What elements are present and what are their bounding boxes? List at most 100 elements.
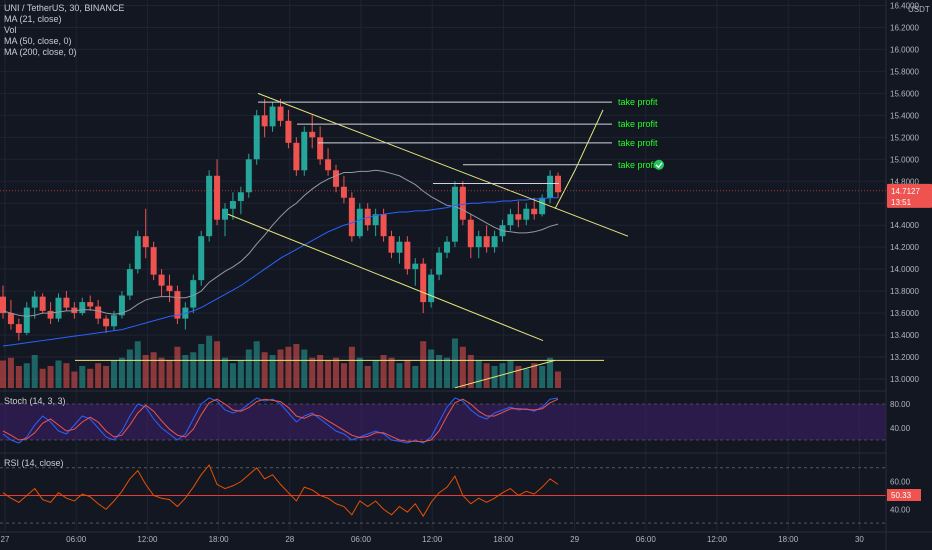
rsi-last-tag <box>887 488 921 501</box>
candle-body <box>111 315 117 327</box>
time-tick-label: 18:00 <box>778 535 799 544</box>
time-tick-label: 12:00 <box>137 535 158 544</box>
volume-bar <box>237 360 244 388</box>
candle-body <box>166 285 173 292</box>
volume-bar <box>396 363 403 388</box>
candle-body <box>87 302 94 307</box>
candle-body <box>269 106 276 127</box>
volume-bar <box>380 355 387 388</box>
volume-bar <box>317 355 324 388</box>
chart-legend[interactable]: UNI / TetherUS, 30, BINANCE MA (21, clos… <box>4 3 124 58</box>
candle-body <box>515 214 522 220</box>
countdown-value: 13:51 <box>891 198 912 207</box>
volume-bar <box>539 366 546 388</box>
candle-body <box>475 236 482 248</box>
volume-bar <box>15 366 22 388</box>
candle-body <box>23 307 30 333</box>
volume-bar <box>285 346 292 388</box>
legend-symbol[interactable]: UNI / TetherUS, 30, BINANCE <box>4 3 125 13</box>
legend-ma21[interactable]: MA (21, close) <box>4 14 62 24</box>
annotations[interactable]: take profit take profit take profit take pr… <box>75 92 664 389</box>
rsi-pane[interactable] <box>0 464 886 524</box>
take-profit-label: take profit <box>618 119 658 129</box>
volume-bar <box>198 344 205 388</box>
candle-body <box>63 297 70 308</box>
candle-body <box>126 269 133 296</box>
candle-body <box>372 214 379 226</box>
candle-body <box>523 208 530 220</box>
volume-bar <box>325 360 332 388</box>
candle-body <box>325 159 332 171</box>
time-tick-label: 06:00 <box>636 535 657 544</box>
price-tick-label: 15.2000 <box>890 133 919 142</box>
volume-bar <box>404 360 411 388</box>
volume-bar <box>182 355 189 388</box>
candle-body <box>436 252 443 275</box>
volume-bar <box>7 357 14 388</box>
candle-body <box>531 208 538 215</box>
rsi-label[interactable]: RSI (14, close) <box>4 458 64 468</box>
price-tick-label: 13.4000 <box>890 331 919 340</box>
stoch-label[interactable]: Stoch (14, 3, 3) <box>4 396 66 406</box>
volume-bar <box>412 366 419 388</box>
candle-body <box>420 263 427 303</box>
legend-ma50[interactable]: MA (50, close, 0) <box>4 36 72 46</box>
rsi-tick-label: 40.00 <box>890 505 911 514</box>
time-tick-label: 29 <box>570 535 579 544</box>
legend-ma200[interactable]: MA (200, close, 0) <box>4 47 77 57</box>
candle-body <box>245 159 252 193</box>
candle-body <box>118 295 125 316</box>
candle-body <box>253 115 260 160</box>
volume-bar <box>222 357 228 388</box>
time-tick-label: 12:00 <box>422 535 443 544</box>
candle-body <box>190 280 197 308</box>
candle-body <box>150 247 157 275</box>
candle-body <box>467 219 474 248</box>
volume-trend-line <box>454 359 556 389</box>
volume-bars <box>0 335 561 388</box>
volume-bar <box>71 371 78 388</box>
candle-body <box>309 131 316 138</box>
candle-body <box>229 201 236 209</box>
volume-bar <box>111 360 117 388</box>
candle-body <box>261 115 268 127</box>
price-tick-label: 16.0000 <box>890 45 919 54</box>
candle-body <box>404 241 411 270</box>
price-tick-label: 15.4000 <box>890 111 919 120</box>
candle-body <box>214 175 221 220</box>
stoch-k-line <box>2 397 559 444</box>
last-price-value: 14.7127 <box>891 187 920 196</box>
volume-bar <box>547 357 554 388</box>
candle-body <box>103 318 110 327</box>
legend-vol[interactable]: Vol <box>4 25 17 35</box>
candle-body <box>333 170 339 187</box>
time-tick-label: 12:00 <box>707 535 728 544</box>
volume-bar <box>451 338 458 388</box>
price-tick-label: 14.4000 <box>890 221 919 230</box>
volume-bar <box>142 355 149 388</box>
time-tick-label: 18:00 <box>209 535 230 544</box>
candle-body <box>158 274 165 286</box>
volume-bar <box>39 368 46 388</box>
candle-body <box>547 175 554 198</box>
candles[interactable] <box>0 98 561 341</box>
volume-bar <box>63 363 70 388</box>
volume-bar <box>31 355 38 388</box>
candle-body <box>396 241 403 253</box>
volume-bar <box>467 355 474 388</box>
volume-bar <box>459 346 466 388</box>
volume-bar <box>158 357 165 388</box>
candle-body <box>39 296 46 311</box>
rsi-tick-label: 60.00 <box>890 478 911 487</box>
volume-bar <box>190 352 197 388</box>
stoch-pane[interactable] <box>0 404 886 440</box>
volume-bar <box>444 357 450 388</box>
price-tick-label: 14.0000 <box>890 265 919 274</box>
candle-body <box>55 297 62 319</box>
candle-body <box>79 302 86 314</box>
stoch-band <box>0 404 886 440</box>
volume-bar <box>150 352 157 388</box>
candle-body <box>356 208 363 237</box>
